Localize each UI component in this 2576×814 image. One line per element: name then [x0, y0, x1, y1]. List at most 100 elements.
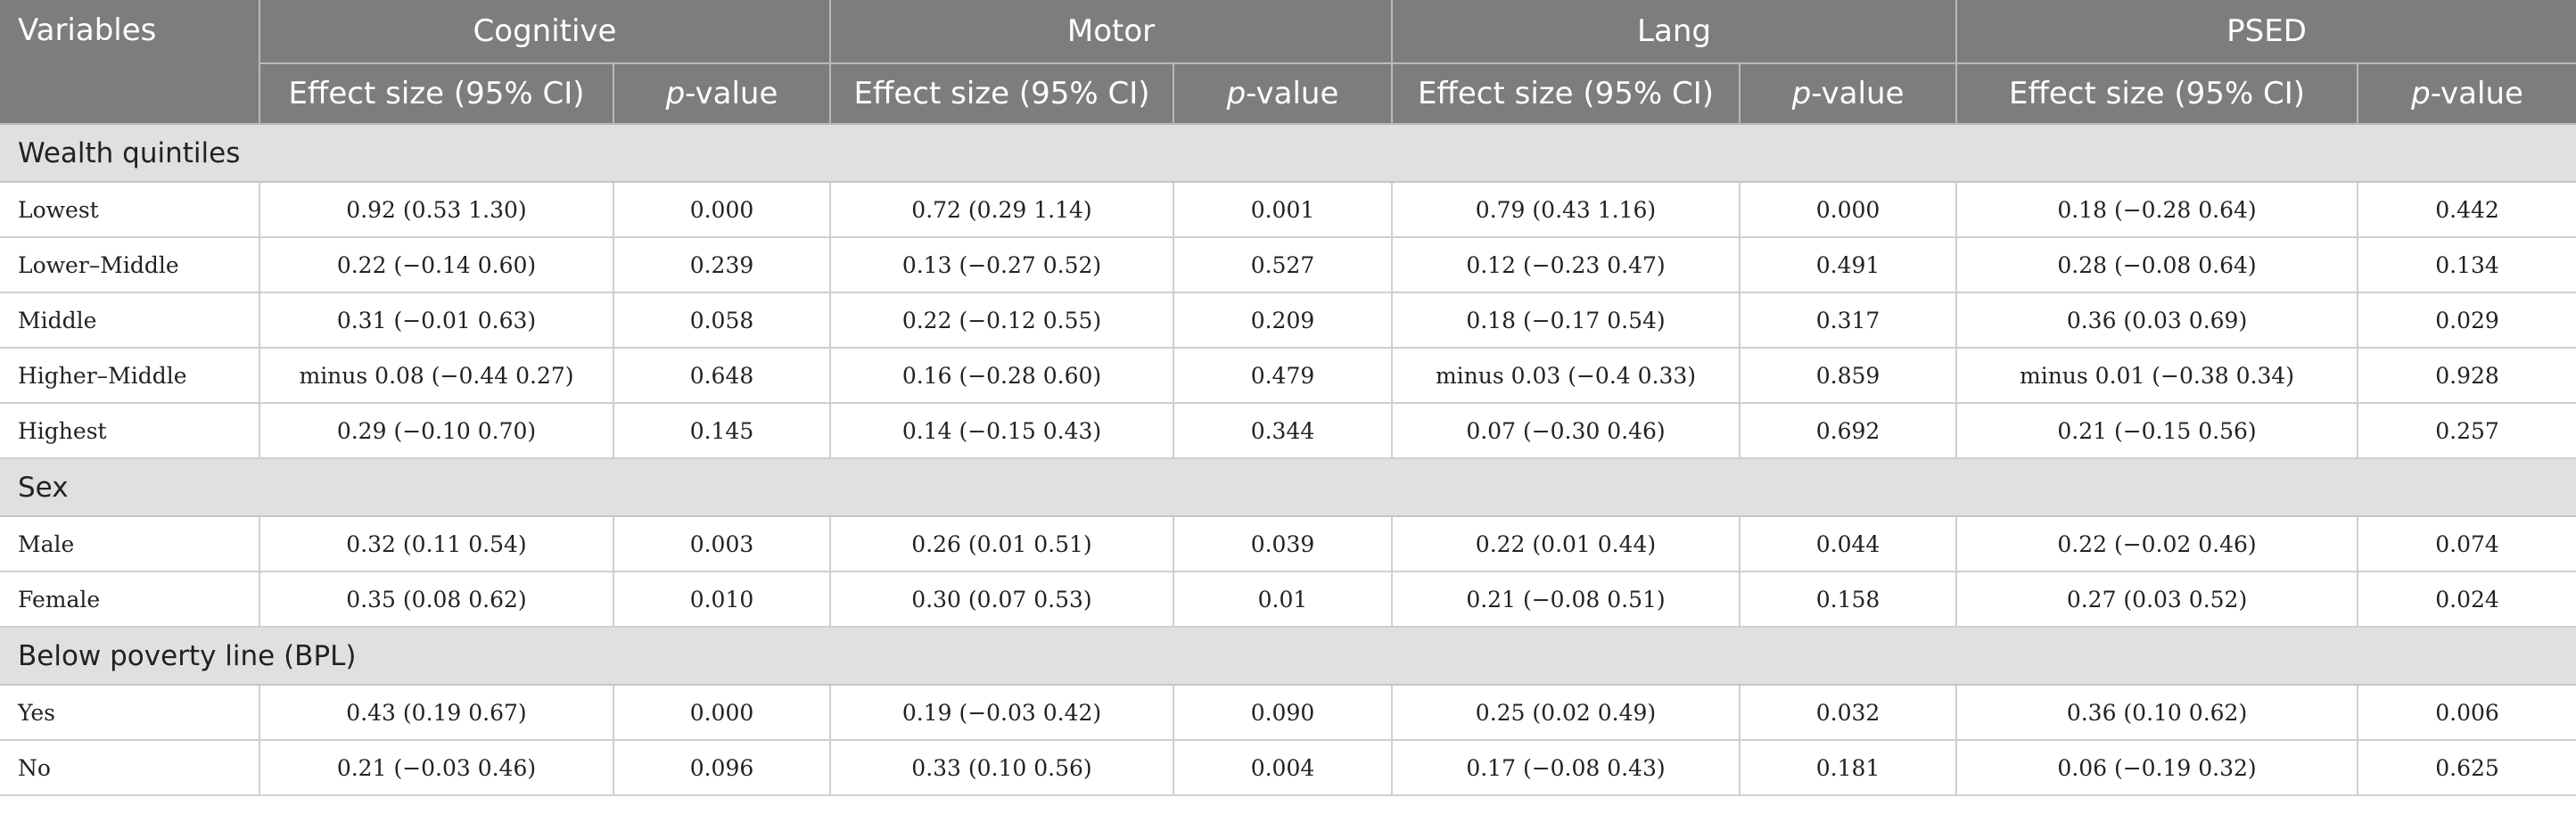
p-value-suffix: -value	[685, 76, 778, 111]
table-row: Lower–Middle 0.22 (−0.14 0.60) 0.239 0.1…	[0, 237, 2576, 292]
p-value-header: p-value	[2358, 63, 2576, 124]
table-row: Lowest 0.92 (0.53 1.30) 0.000 0.72 (0.29…	[0, 182, 2576, 237]
motor-effect: 0.33 (0.10 0.56)	[830, 740, 1173, 795]
lang-p: 0.044	[1740, 516, 1956, 571]
p-value-italic: p	[1227, 76, 1247, 111]
motor-p: 0.01	[1173, 571, 1392, 627]
p-value-italic: p	[1792, 76, 1812, 111]
lang-effect: 0.18 (−0.17 0.54)	[1392, 292, 1740, 348]
effect-size-header: Effect size (95% CI)	[830, 63, 1173, 124]
psed-p: 0.928	[2358, 348, 2576, 403]
p-value-suffix: -value	[1811, 76, 1904, 111]
section-row: Below poverty line (BPL)	[0, 627, 2576, 685]
cognitive-effect: 0.31 (−0.01 0.63)	[259, 292, 613, 348]
cognitive-p: 0.239	[613, 237, 830, 292]
lang-effect: 0.12 (−0.23 0.47)	[1392, 237, 1740, 292]
cognitive-p: 0.003	[613, 516, 830, 571]
psed-effect: 0.36 (0.10 0.62)	[1956, 685, 2358, 740]
psed-effect: 0.28 (−0.08 0.64)	[1956, 237, 2358, 292]
psed-effect: 0.21 (−0.15 0.56)	[1956, 403, 2358, 458]
motor-effect: 0.30 (0.07 0.53)	[830, 571, 1173, 627]
cognitive-p: 0.010	[613, 571, 830, 627]
table-body: Wealth quintiles Lowest 0.92 (0.53 1.30)…	[0, 124, 2576, 795]
cognitive-effect: 0.32 (0.11 0.54)	[259, 516, 613, 571]
cognitive-header: Cognitive	[259, 0, 830, 63]
cognitive-p: 0.145	[613, 403, 830, 458]
row-label: No	[0, 740, 259, 795]
cognitive-effect: 0.22 (−0.14 0.60)	[259, 237, 613, 292]
row-label: Yes	[0, 685, 259, 740]
effect-size-header: Effect size (95% CI)	[1956, 63, 2358, 124]
table-header: Variables Cognitive Motor Lang PSED Effe…	[0, 0, 2576, 124]
table-row: Female 0.35 (0.08 0.62) 0.010 0.30 (0.07…	[0, 571, 2576, 627]
psed-p: 0.029	[2358, 292, 2576, 348]
lang-p: 0.692	[1740, 403, 1956, 458]
table-row: Higher–Middle minus 0.08 (−0.44 0.27) 0.…	[0, 348, 2576, 403]
section-title: Below poverty line (BPL)	[0, 627, 2576, 685]
p-value-header: p-value	[613, 63, 830, 124]
lang-p: 0.000	[1740, 182, 1956, 237]
motor-p: 0.001	[1173, 182, 1392, 237]
motor-p: 0.004	[1173, 740, 1392, 795]
lang-effect: 0.21 (−0.08 0.51)	[1392, 571, 1740, 627]
lang-header: Lang	[1392, 0, 1956, 63]
motor-effect: 0.26 (0.01 0.51)	[830, 516, 1173, 571]
row-label: Higher–Middle	[0, 348, 259, 403]
row-label: Female	[0, 571, 259, 627]
effect-size-header: Effect size (95% CI)	[1392, 63, 1740, 124]
lang-effect: 0.07 (−0.30 0.46)	[1392, 403, 1740, 458]
row-label: Lowest	[0, 182, 259, 237]
psed-p: 0.074	[2358, 516, 2576, 571]
psed-effect: 0.22 (−0.02 0.46)	[1956, 516, 2358, 571]
lang-p: 0.181	[1740, 740, 1956, 795]
motor-p: 0.039	[1173, 516, 1392, 571]
lang-effect: 0.17 (−0.08 0.43)	[1392, 740, 1740, 795]
psed-p: 0.006	[2358, 685, 2576, 740]
psed-p: 0.257	[2358, 403, 2576, 458]
motor-header: Motor	[830, 0, 1392, 63]
table-row: Middle 0.31 (−0.01 0.63) 0.058 0.22 (−0.…	[0, 292, 2576, 348]
motor-effect: 0.19 (−0.03 0.42)	[830, 685, 1173, 740]
lang-p: 0.032	[1740, 685, 1956, 740]
motor-p: 0.344	[1173, 403, 1392, 458]
p-value-header: p-value	[1173, 63, 1392, 124]
lang-p: 0.491	[1740, 237, 1956, 292]
lang-p: 0.158	[1740, 571, 1956, 627]
motor-effect: 0.16 (−0.28 0.60)	[830, 348, 1173, 403]
psed-p: 0.442	[2358, 182, 2576, 237]
cognitive-effect: 0.35 (0.08 0.62)	[259, 571, 613, 627]
psed-effect: 0.18 (−0.28 0.64)	[1956, 182, 2358, 237]
section-title: Wealth quintiles	[0, 124, 2576, 182]
results-table: Variables Cognitive Motor Lang PSED Effe…	[0, 0, 2576, 796]
row-label: Lower–Middle	[0, 237, 259, 292]
cognitive-p: 0.000	[613, 685, 830, 740]
p-value-suffix: -value	[1246, 76, 1338, 111]
cognitive-effect: 0.43 (0.19 0.67)	[259, 685, 613, 740]
cognitive-p: 0.096	[613, 740, 830, 795]
p-value-header: p-value	[1740, 63, 1956, 124]
psed-header: PSED	[1956, 0, 2576, 63]
lang-effect: minus 0.03 (−0.4 0.33)	[1392, 348, 1740, 403]
psed-p: 0.134	[2358, 237, 2576, 292]
psed-effect: minus 0.01 (−0.38 0.34)	[1956, 348, 2358, 403]
motor-effect: 0.13 (−0.27 0.52)	[830, 237, 1173, 292]
motor-p: 0.479	[1173, 348, 1392, 403]
effect-size-header: Effect size (95% CI)	[259, 63, 613, 124]
lang-effect: 0.25 (0.02 0.49)	[1392, 685, 1740, 740]
row-label: Highest	[0, 403, 259, 458]
psed-effect: 0.27 (0.03 0.52)	[1956, 571, 2358, 627]
lang-p: 0.317	[1740, 292, 1956, 348]
section-title: Sex	[0, 458, 2576, 516]
table-row: No 0.21 (−0.03 0.46) 0.096 0.33 (0.10 0.…	[0, 740, 2576, 795]
motor-effect: 0.72 (0.29 1.14)	[830, 182, 1173, 237]
psed-effect: 0.06 (−0.19 0.32)	[1956, 740, 2358, 795]
motor-p: 0.090	[1173, 685, 1392, 740]
cognitive-effect: 0.21 (−0.03 0.46)	[259, 740, 613, 795]
section-row: Wealth quintiles	[0, 124, 2576, 182]
psed-p: 0.024	[2358, 571, 2576, 627]
psed-effect: 0.36 (0.03 0.69)	[1956, 292, 2358, 348]
cognitive-effect: 0.29 (−0.10 0.70)	[259, 403, 613, 458]
motor-p: 0.209	[1173, 292, 1392, 348]
section-row: Sex	[0, 458, 2576, 516]
psed-p: 0.625	[2358, 740, 2576, 795]
